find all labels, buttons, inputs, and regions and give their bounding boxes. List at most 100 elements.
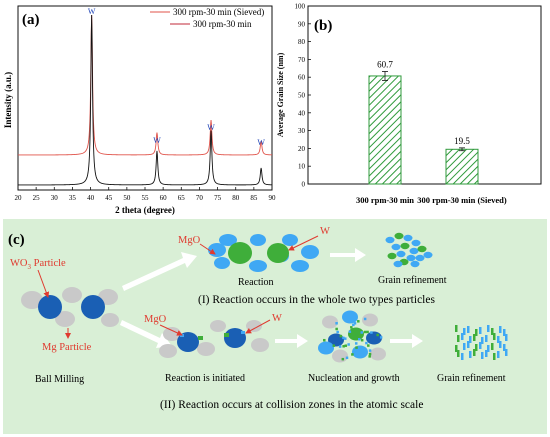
nucleus-dot xyxy=(342,345,345,348)
arrow-to-nucleation xyxy=(275,334,308,348)
nucleus-dot xyxy=(376,333,379,337)
nucleus-dot xyxy=(332,344,336,347)
mgo-grain xyxy=(423,251,433,259)
nucleus-dot xyxy=(347,343,350,346)
nucleus-dot xyxy=(352,323,355,327)
x-tick-label: 45 xyxy=(105,194,113,202)
mgo-label-top: MgO xyxy=(178,235,201,246)
collision-zone xyxy=(224,333,229,337)
w-label-bottom: W xyxy=(272,313,282,324)
reaction-label: Reaction xyxy=(238,277,274,288)
mgo-particle xyxy=(250,234,266,246)
nucleus-dot xyxy=(379,336,383,339)
refined-grain xyxy=(481,352,484,359)
mgo-particle xyxy=(291,260,309,272)
y-tick-label: 0 xyxy=(302,181,306,189)
nucleation-particle xyxy=(332,349,348,363)
refined-grain xyxy=(505,349,508,356)
mgo-grain xyxy=(415,254,425,262)
x-tick-label: 40 xyxy=(87,194,95,202)
nucleus-dot xyxy=(350,326,353,329)
x-tick-label: 65 xyxy=(178,194,186,202)
refined-grain xyxy=(487,345,490,352)
xrd-legend: 300 rpm-30 min (Sieved) 300 rpm-30 min xyxy=(150,7,264,29)
refined-grain xyxy=(457,350,460,357)
w-particle xyxy=(267,243,289,263)
mechanism-schematic: (c) WO3 Particle Mg Particle Ball Millin… xyxy=(3,219,547,434)
nucleus-dot xyxy=(335,322,338,325)
mgo-grain xyxy=(396,250,406,258)
y-tick-label: 70 xyxy=(298,56,306,64)
y-tick-label: 100 xyxy=(295,3,306,11)
refined-grain xyxy=(455,325,458,332)
nucleus-dot xyxy=(363,330,367,334)
peak-label-w: W xyxy=(153,136,161,145)
mgo-grain xyxy=(403,234,413,242)
y-tick-label: 60 xyxy=(298,74,306,82)
nucleation-label: Nucleation and growth xyxy=(308,373,400,384)
xrd-x-ticks: 20 25 30 35 40 45 50 55 60 65 70 75 80 85 90 xyxy=(15,187,277,202)
x-tick-label: 35 xyxy=(69,194,77,202)
y-tick-label: 40 xyxy=(298,109,306,117)
arrow-to-refinement-bottom xyxy=(390,334,423,348)
mgo-grain xyxy=(393,260,403,268)
peak-label-w: W xyxy=(88,7,96,16)
nucleus-dot xyxy=(368,352,372,356)
nucleus-dot xyxy=(357,320,360,323)
refined-grain xyxy=(469,336,472,343)
nucleus-dot xyxy=(368,349,372,352)
nucleus-dot xyxy=(363,317,367,321)
nucleus-dot xyxy=(341,357,345,361)
xrd-series xyxy=(18,14,273,186)
mg-particle xyxy=(197,342,215,356)
collision-zone xyxy=(198,336,203,340)
w-grain xyxy=(400,242,410,250)
refined-grain xyxy=(491,343,494,350)
nucleation-particle xyxy=(362,313,378,327)
w-grain xyxy=(394,232,404,240)
mgo-grain xyxy=(385,236,395,244)
xrd-x-axis-label: 2 theta (degree) xyxy=(115,205,175,215)
mg-particle xyxy=(62,287,82,303)
bar-plot-frame xyxy=(307,5,542,185)
xrd-plot-frame xyxy=(17,5,273,191)
bar-value-label: 60.7 xyxy=(377,60,393,70)
bar xyxy=(368,75,402,185)
mg-particle xyxy=(101,313,119,327)
refined-grain xyxy=(463,343,466,350)
nucleus-dot xyxy=(335,327,338,331)
refined-grain xyxy=(503,344,506,351)
mgo-particle xyxy=(208,243,226,257)
caption-mechanism-2: (II) Reaction occurs at collision zones … xyxy=(160,399,423,411)
mgo-particle xyxy=(301,245,319,259)
mgo-grain xyxy=(410,260,420,268)
xrd-y-axis-label: Intensity (a.u.) xyxy=(3,72,13,128)
y-tick-label: 90 xyxy=(298,20,306,28)
nucleus-dot xyxy=(351,353,354,356)
nucleus-dot xyxy=(339,334,343,338)
arrow-to-reaction xyxy=(122,252,197,291)
bar-y-ticks: 0 10 20 30 40 50 60 70 80 90 100 xyxy=(295,3,311,189)
nucleation-particle xyxy=(366,331,382,345)
x-tick-label: 80 xyxy=(232,194,240,202)
reaction-initiated-label: Reaction is initiated xyxy=(165,373,245,384)
nucleus-dot xyxy=(345,356,349,360)
x-tick-label: 90 xyxy=(269,194,277,202)
mgo-label-bottom: MgO xyxy=(144,314,167,325)
nucleus-dot xyxy=(360,338,364,342)
refined-grain xyxy=(475,344,478,351)
w-grain xyxy=(417,245,427,253)
wo3-pointer-arrow xyxy=(37,269,50,298)
x-tick-label: 25 xyxy=(33,194,41,202)
refined-grain xyxy=(485,335,488,342)
nucleus-dot xyxy=(370,331,373,334)
w-particle xyxy=(228,242,252,264)
mg-particle xyxy=(21,291,43,309)
refined-grain xyxy=(463,328,466,335)
nucleation-cluster xyxy=(318,310,386,363)
mg-particle xyxy=(159,344,177,358)
mg-particle xyxy=(251,338,269,352)
nucleus-dot xyxy=(338,345,342,348)
legend-label-sieved: 300 rpm-30 min (Sieved) xyxy=(173,7,264,17)
